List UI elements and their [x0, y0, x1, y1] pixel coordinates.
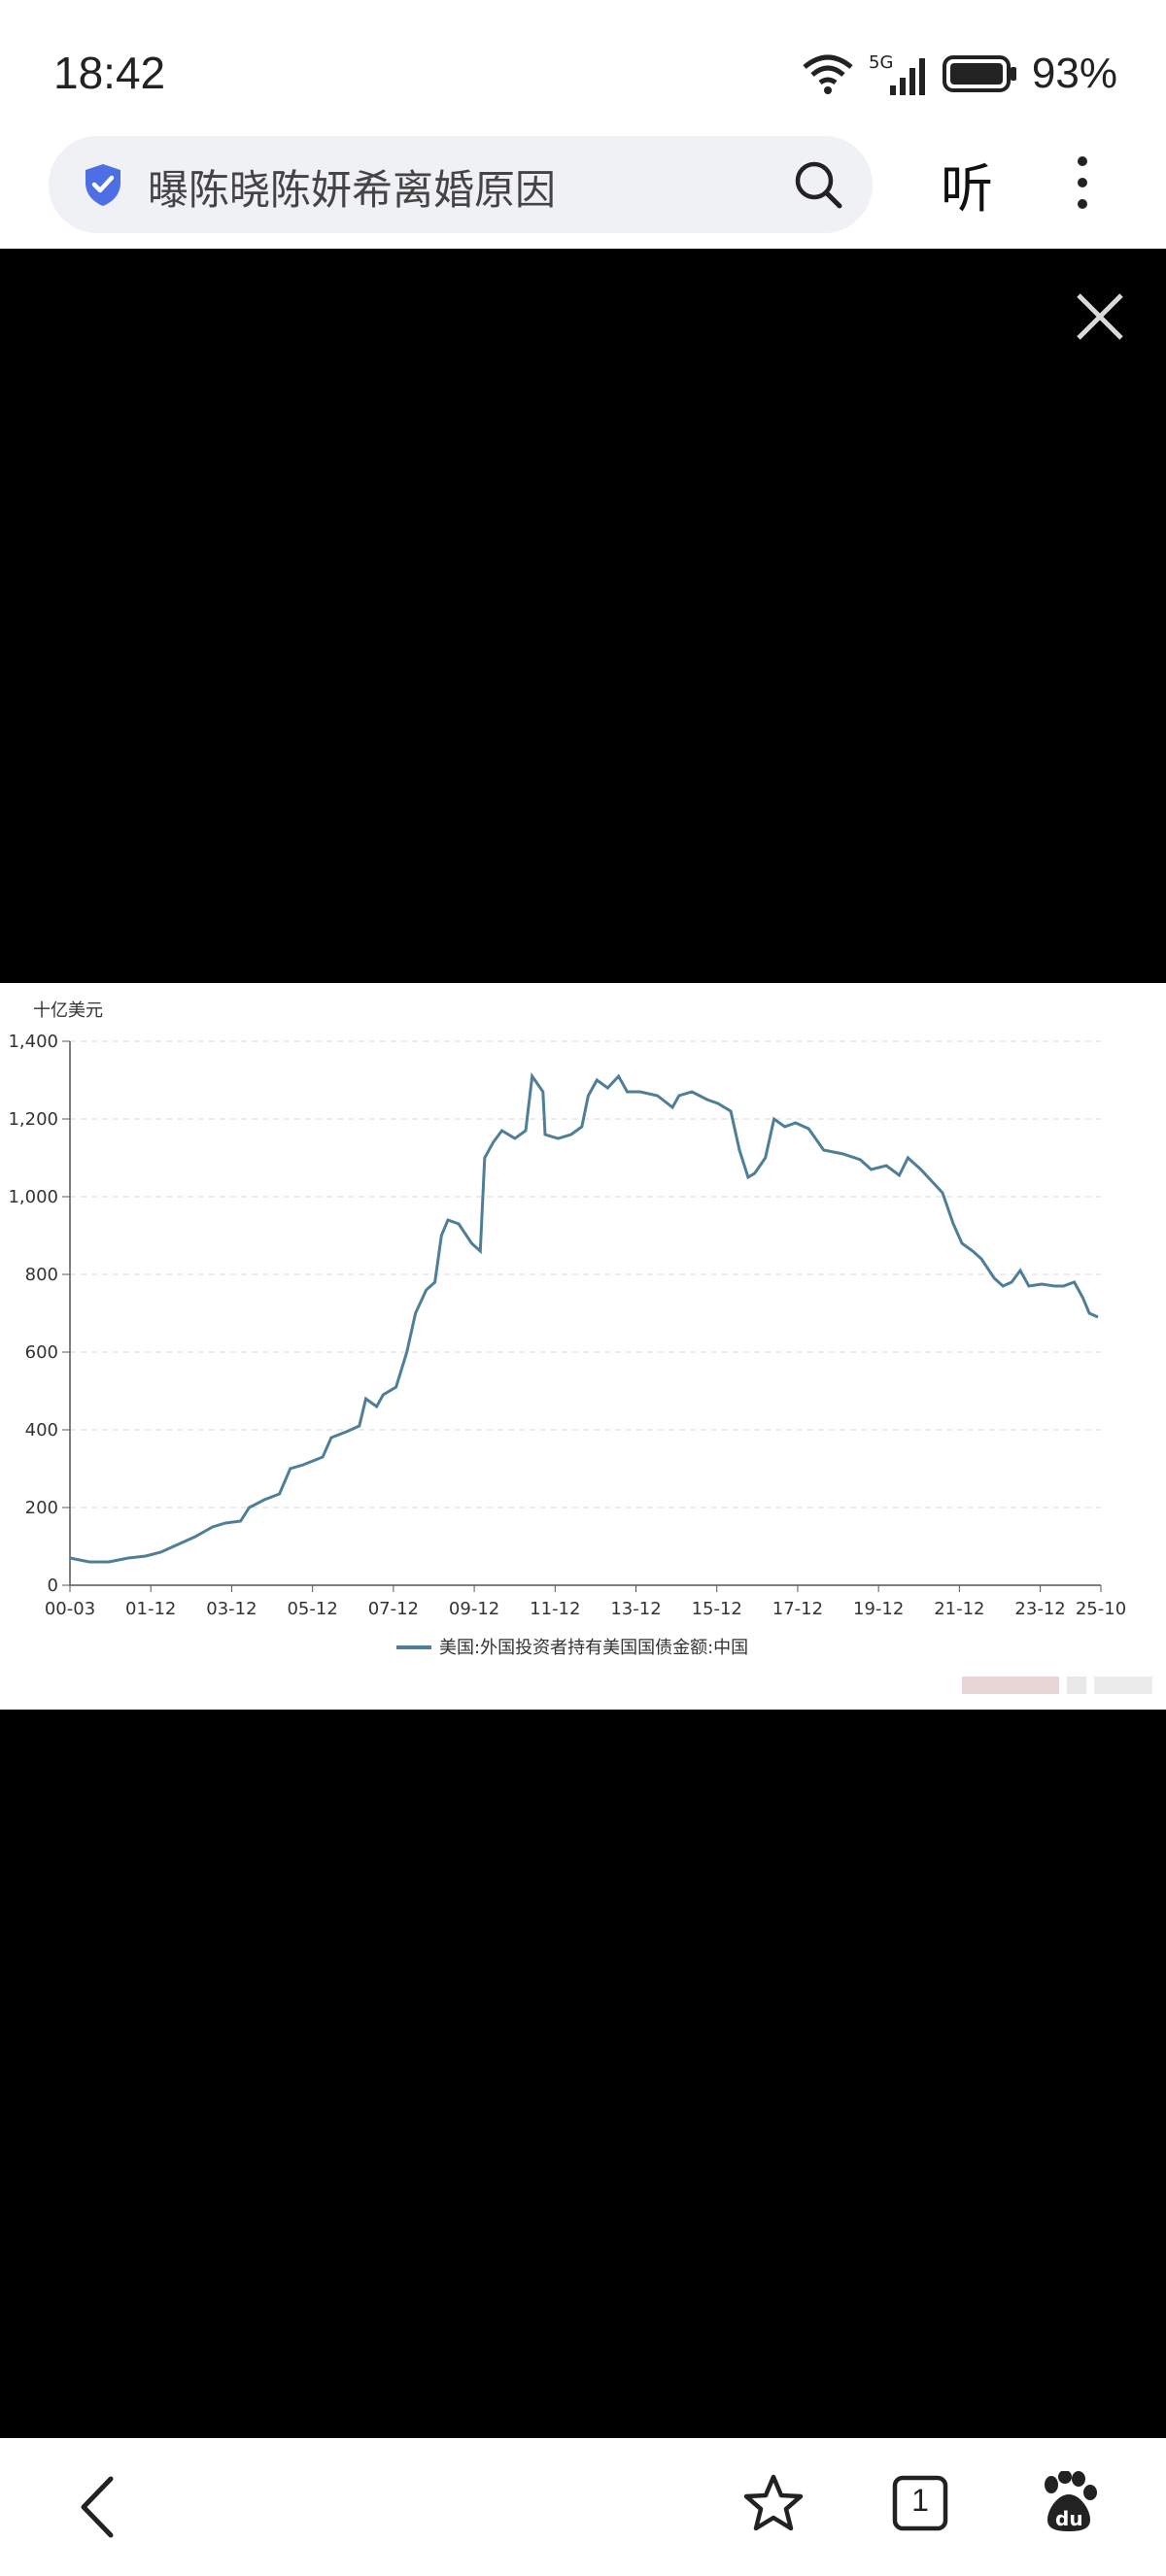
grid-lines [70, 1040, 1101, 1508]
back-icon[interactable] [78, 2475, 117, 2539]
chart-image[interactable]: 十亿美元 0 200 400 600 800 1,000 1,200 1,400 00-03 0… [0, 983, 1166, 1710]
x-tick-label: 25-10 [1076, 1599, 1126, 1619]
x-tick-label: 09-12 [449, 1599, 499, 1619]
bottom-nav: 1 du [0, 2438, 1166, 2576]
x-tick-label: 03-12 [206, 1599, 257, 1619]
tabs-icon [892, 2475, 948, 2531]
x-tick-label: 11-12 [530, 1599, 580, 1619]
watermark [962, 1677, 1152, 1694]
listen-button[interactable]: 听 [941, 158, 993, 220]
y-tick-label: 0 [48, 1576, 58, 1596]
y-tick-label: 1,000 [8, 1187, 58, 1207]
x-tick-label: 21-12 [934, 1599, 984, 1619]
x-tick-label: 05-12 [287, 1599, 337, 1619]
legend: 美国:外国投资者持有美国国债金额:中国 [396, 1638, 748, 1658]
search-query[interactable]: 曝陈晓陈妍希离婚原因 [148, 166, 557, 214]
y-tick-label: 600 [25, 1342, 58, 1363]
status-bar: 18:42 5G 93% [0, 0, 1166, 136]
y-tick-label: 1,200 [8, 1109, 58, 1130]
y-axis-ticks: 0 200 400 600 800 1,000 1,200 1,400 [8, 1032, 70, 1596]
x-tick-label: 23-12 [1014, 1599, 1065, 1619]
series-line [69, 1071, 1099, 1564]
cellular-signal-icon: 5G [869, 52, 925, 95]
tabs-button[interactable]: 1 [892, 2475, 948, 2531]
search-icon[interactable] [791, 157, 845, 212]
y-axis-label: 十亿美元 [33, 1000, 103, 1021]
tab-count: 1 [911, 2483, 929, 2518]
status-icons: 5G 93% [801, 47, 1117, 101]
y-tick-label: 400 [25, 1420, 58, 1441]
network-label: 5G [869, 52, 893, 73]
baidu-paw-icon[interactable]: du [1040, 2471, 1098, 2533]
x-tick-label: 17-12 [772, 1599, 823, 1619]
x-tick-label: 00-03 [45, 1599, 95, 1619]
y-tick-label: 1,400 [8, 1032, 58, 1052]
x-tick-label: 19-12 [853, 1599, 904, 1619]
y-tick-label: 800 [25, 1265, 58, 1285]
x-tick-label: 13-12 [610, 1599, 661, 1619]
search-box[interactable]: 曝陈晓陈妍希离婚原因 [49, 136, 873, 233]
legend-label: 美国:外国投资者持有美国国债金额:中国 [439, 1638, 748, 1658]
y-tick-label: 200 [25, 1498, 58, 1518]
wifi-icon [803, 54, 853, 94]
battery-percent: 93% [1031, 50, 1117, 97]
more-options-icon[interactable] [1073, 153, 1092, 212]
x-axis-ticks: 00-03 01-12 03-12 05-12 07-12 09-12 11-12 13-12… [45, 1585, 1126, 1619]
x-tick-label: 15-12 [692, 1599, 742, 1619]
x-tick-label: 07-12 [368, 1599, 419, 1619]
shield-icon [86, 164, 120, 206]
battery-icon [942, 55, 1016, 92]
status-time: 18:42 [53, 48, 166, 98]
search-header: 曝陈晓陈妍希离婚原因 [0, 136, 1166, 249]
svg-text:du: du [1055, 2507, 1083, 2530]
x-tick-label: 01-12 [125, 1599, 176, 1619]
close-icon[interactable] [1073, 289, 1127, 344]
star-icon[interactable] [742, 2473, 805, 2533]
